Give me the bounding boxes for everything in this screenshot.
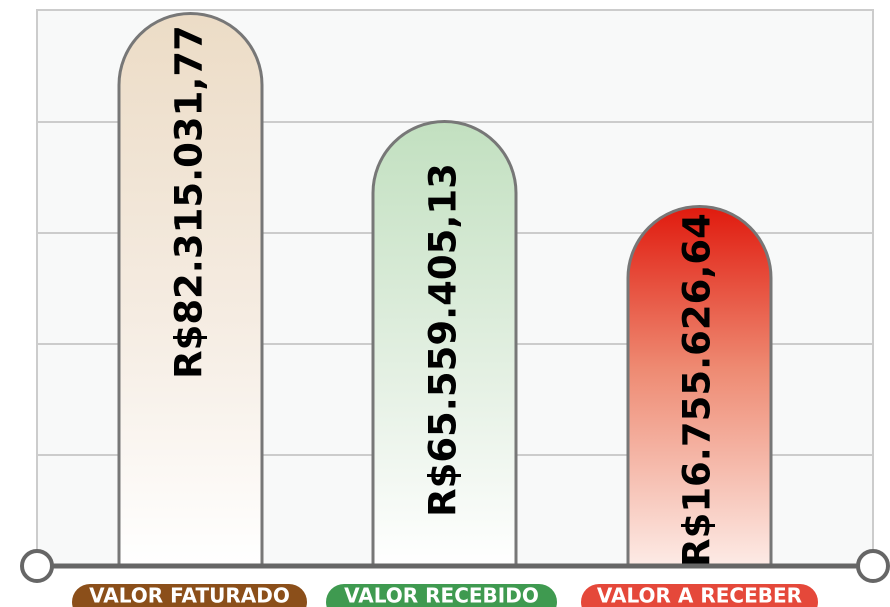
- bar: [626, 205, 773, 566]
- label-pill: [72, 584, 307, 607]
- bar-value: R$65.559.405,13: [422, 163, 465, 517]
- bar-label: VALOR FATURADO: [89, 584, 290, 607]
- axis-end: [20, 549, 54, 583]
- label-pill: [581, 584, 818, 607]
- bar-value: R$16.755.626,64: [676, 213, 719, 567]
- bar-label: VALOR RECEBIDO: [344, 584, 539, 607]
- label-pill: [326, 584, 557, 607]
- bar-value: R$82.315.031,77: [168, 25, 211, 379]
- bar: [117, 12, 264, 566]
- axis-end: [856, 549, 890, 583]
- bar-label: VALOR A RECEBER: [597, 584, 802, 607]
- bar: [371, 120, 518, 566]
